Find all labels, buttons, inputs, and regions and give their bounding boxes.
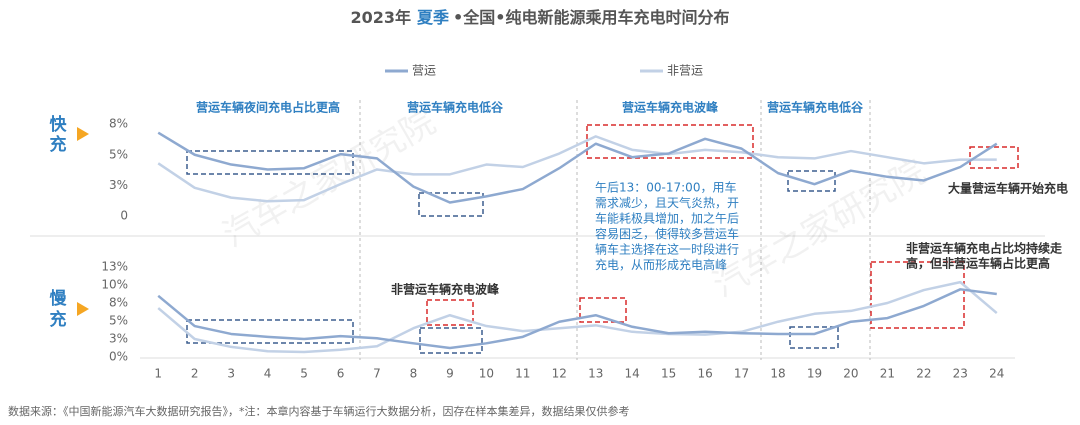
watermark: 汽车之家研究院 <box>706 152 932 306</box>
annotation-text: 容易困乏，使得较多营运车 <box>595 226 739 241</box>
annotation-text: 辆车主选择在这一时段进行 <box>595 242 739 257</box>
annotation-text: 车能耗极具增加，加之午后 <box>595 211 739 226</box>
x-tick-label: 10 <box>479 367 494 381</box>
y-tick-label: 10% <box>101 278 128 292</box>
legend-label: 非营运 <box>667 64 703 78</box>
annotation-text: 非营运车辆充电波峰 <box>391 282 500 297</box>
chart-title: 2023年 夏季 •全国•纯电新能源乘用车充电时间分布 <box>350 8 729 27</box>
x-tick-label: 2 <box>191 367 199 381</box>
x-tick-label: 19 <box>807 367 822 381</box>
x-tick-label: 14 <box>625 367 640 381</box>
x-tick-label: 5 <box>300 367 308 381</box>
blue-box <box>186 150 354 175</box>
blue-box <box>787 170 836 192</box>
y-tick-label: 0 <box>120 209 128 223</box>
x-tick-label: 1 <box>154 367 162 381</box>
panel-label: 充 <box>50 309 67 330</box>
source-note: 数据来源：《中国新能源汽车大数据研究报告》，*注：本章内容基于车辆运行大数据分析… <box>8 404 630 418</box>
annotation-text: 大量营运车辆开始充电 <box>948 181 1068 196</box>
annotation-text: 午后13：00-17:00，用车 <box>595 180 736 195</box>
x-tick-label: 6 <box>337 367 345 381</box>
section-label: 营运车辆充电波峰 <box>622 100 719 115</box>
legend-label: 营运 <box>412 64 436 78</box>
y-tick-label: 5% <box>109 314 128 328</box>
x-tick-label: 23 <box>953 367 968 381</box>
y-tick-label: 3% <box>109 178 128 192</box>
annotation-text: 非营运车辆充电占比均持续走 <box>906 241 1062 256</box>
y-tick-label: 3% <box>109 332 128 346</box>
x-tick-label: 16 <box>697 367 712 381</box>
red-box <box>426 299 474 326</box>
x-tick-label: 13 <box>588 367 603 381</box>
y-tick-label: 8% <box>109 117 128 131</box>
y-tick-label: 8% <box>109 296 128 310</box>
annotation-text: 高，但非营运车辆占比更高 <box>906 256 1050 271</box>
x-tick-label: 9 <box>446 367 454 381</box>
x-tick-label: 11 <box>515 367 530 381</box>
section-label: 营运车辆充电低谷 <box>767 100 864 115</box>
red-box <box>870 261 965 329</box>
title-rest: •全国•纯电新能源乘用车充电时间分布 <box>453 8 729 27</box>
series-line <box>157 288 997 350</box>
annotation-text: 需求减少，且天气炎热，开 <box>595 195 739 210</box>
x-tick-label: 3 <box>227 367 235 381</box>
y-tick-label: 0% <box>109 350 128 364</box>
annotation-text: 充电，从而形成充电高峰 <box>595 257 727 272</box>
x-tick-label: 7 <box>373 367 381 381</box>
blue-box <box>419 327 483 354</box>
y-tick-label: 5% <box>109 147 128 161</box>
red-box <box>579 297 627 323</box>
blue-box <box>186 319 354 344</box>
red-box <box>586 124 754 159</box>
x-tick-label: 18 <box>770 367 785 381</box>
panel-marker <box>77 302 89 316</box>
y-tick-label: 13% <box>101 260 128 274</box>
blue-box <box>418 192 484 217</box>
panel-label: 慢 <box>50 288 68 309</box>
watermark: 汽车之家研究院 <box>216 102 442 256</box>
x-tick-label: 21 <box>880 367 895 381</box>
x-tick-label: 8 <box>410 367 418 381</box>
title-year: 2023年 <box>350 8 411 27</box>
series-line <box>157 135 997 203</box>
panel-label: 充 <box>50 134 67 155</box>
panel-label: 快 <box>50 114 68 135</box>
series-line <box>157 280 998 354</box>
series-line <box>157 131 998 204</box>
highlight-boxes <box>186 124 1019 354</box>
red-box <box>969 146 1019 169</box>
x-tick-label: 4 <box>264 367 272 381</box>
panel-marker <box>77 127 89 141</box>
blue-box <box>789 326 839 349</box>
x-tick-label: 12 <box>552 367 567 381</box>
x-tick-label: 15 <box>661 367 676 381</box>
title-season: 夏季 <box>416 8 450 27</box>
x-tick-label: 22 <box>916 367 931 381</box>
period-dividers <box>359 100 871 360</box>
section-label: 营运车辆夜间充电占比更高 <box>196 100 340 115</box>
x-tick-label: 24 <box>989 367 1004 381</box>
section-label: 营运车辆充电低谷 <box>407 100 504 115</box>
x-tick-label: 17 <box>734 367 749 381</box>
x-tick-label: 20 <box>843 367 858 381</box>
